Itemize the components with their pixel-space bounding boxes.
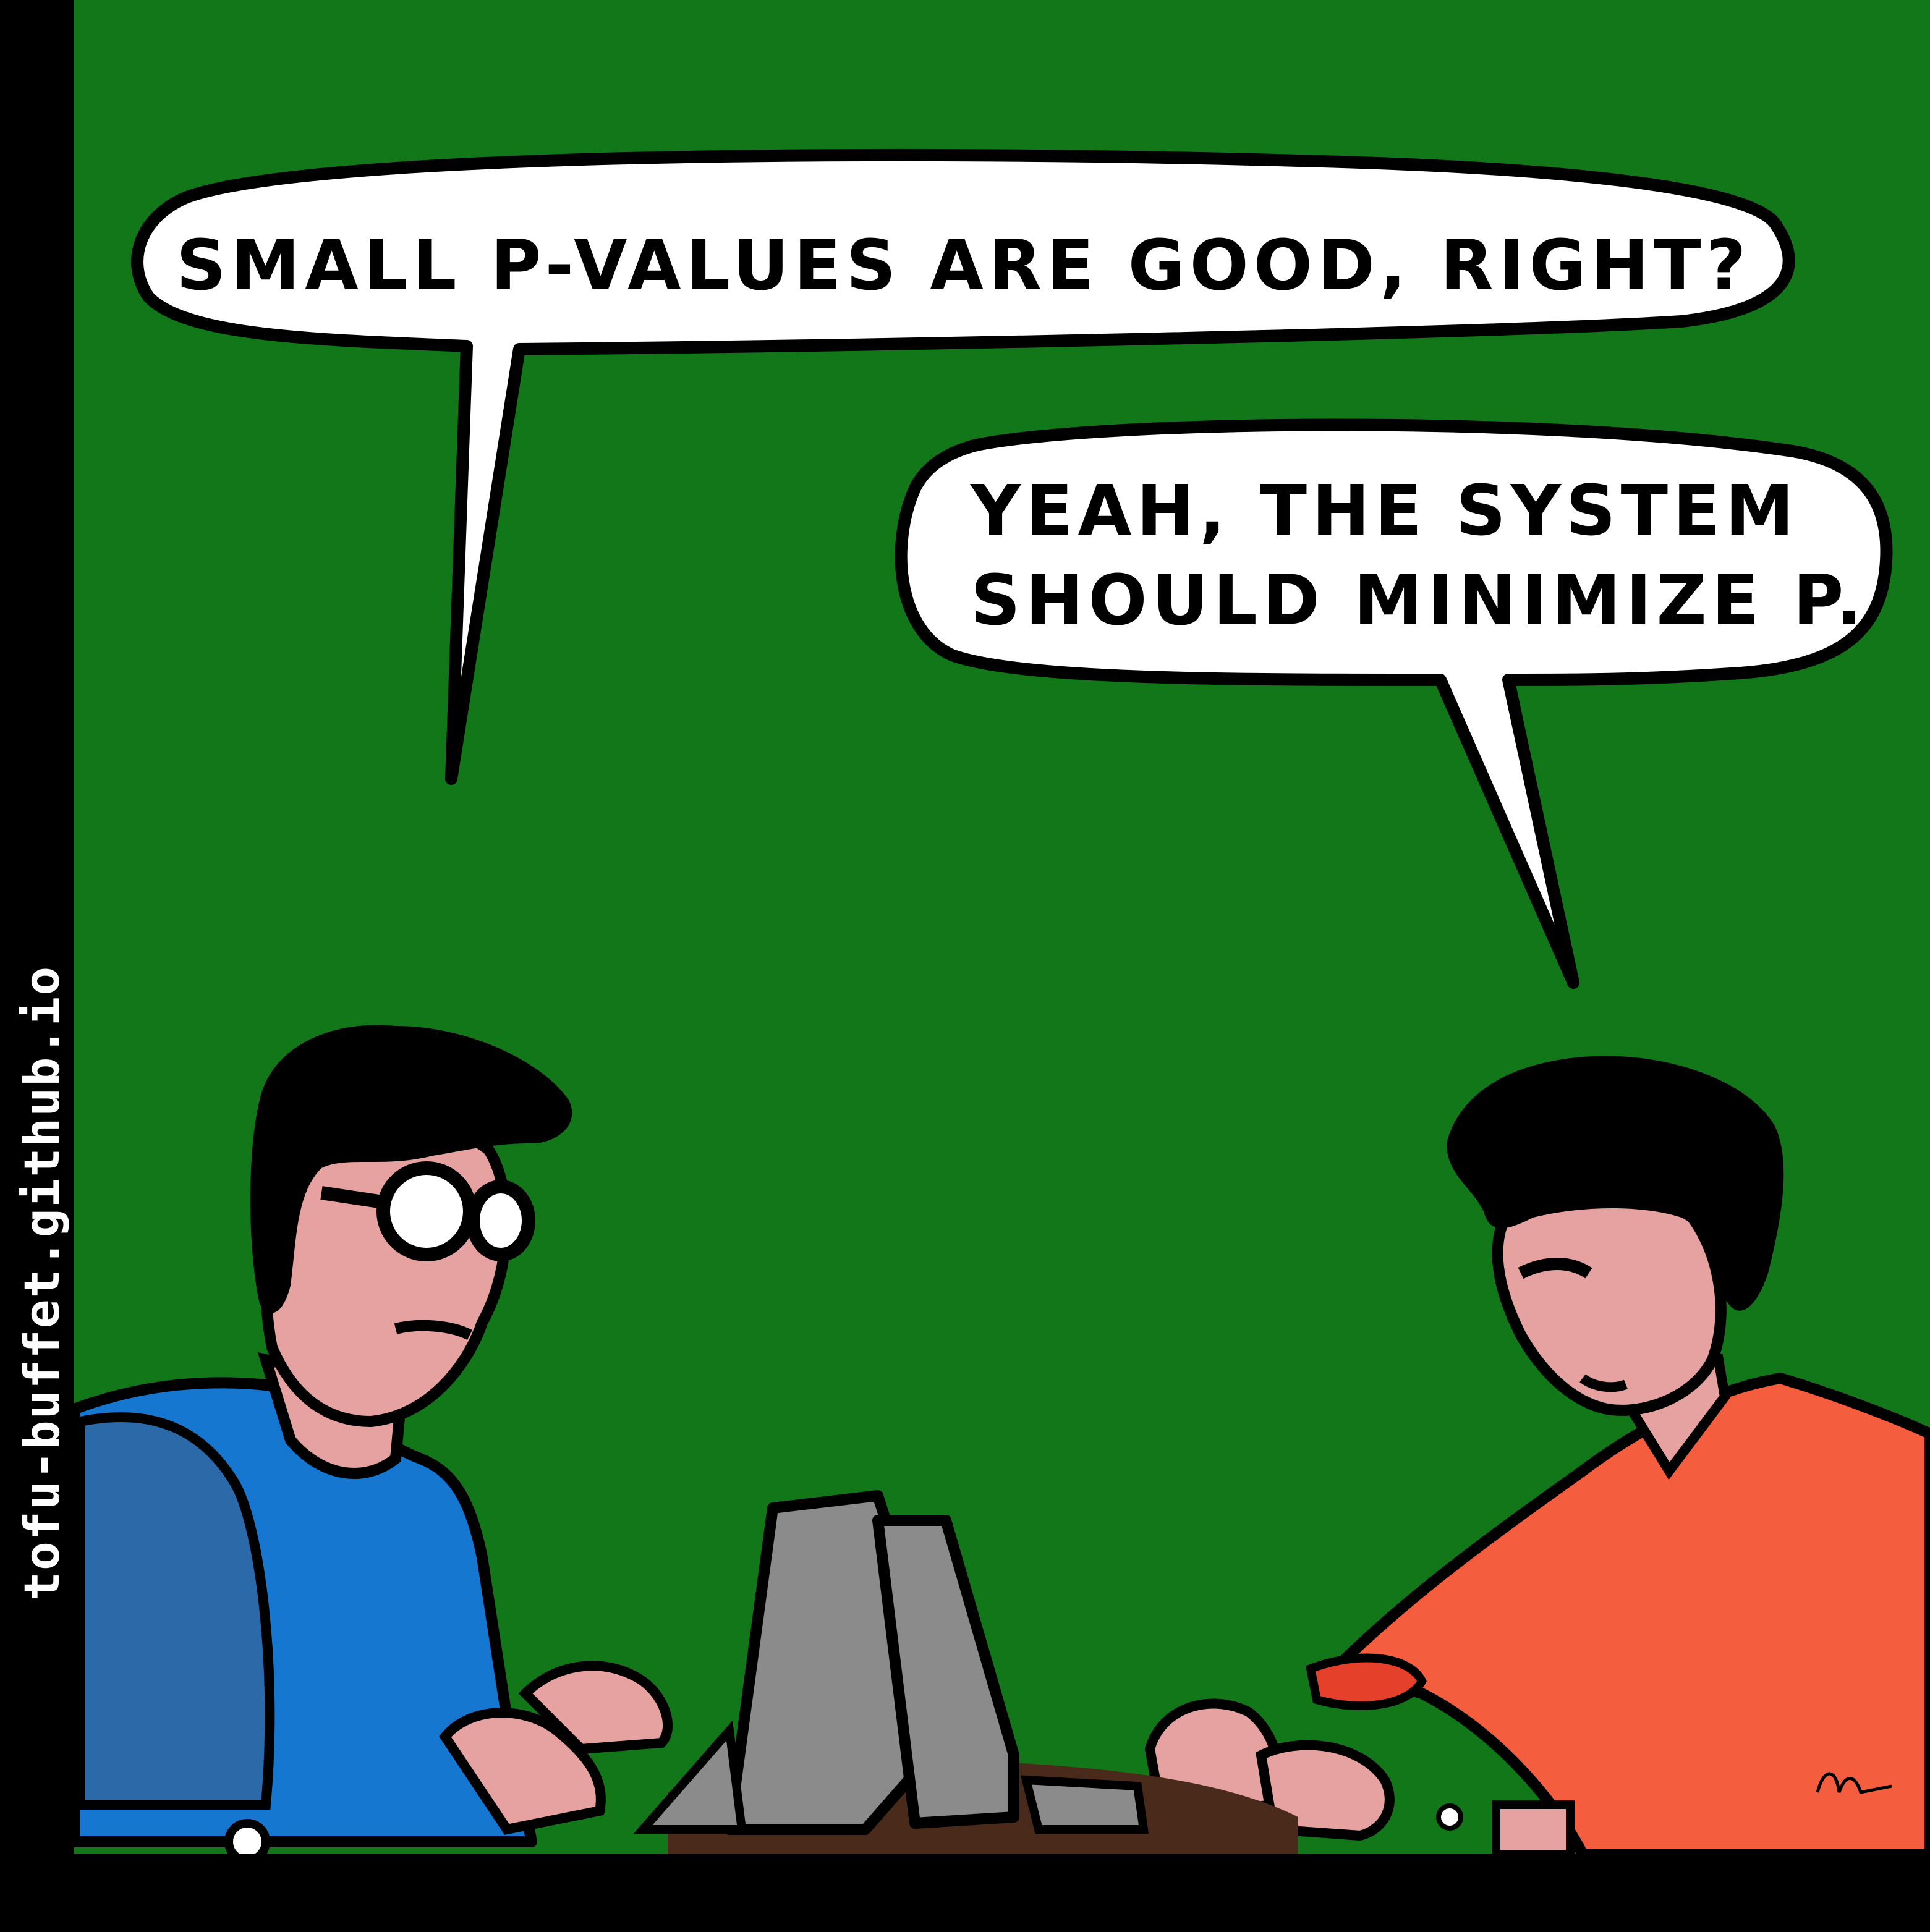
right-speech-bubble: YEAH, THE SYSTEM SHOULD MINIMIZE P. — [895, 418, 1893, 989]
right-sleeve-shade — [1305, 1653, 1427, 1710]
right-shirt — [1330, 1373, 1930, 1860]
right-laptop-screen — [872, 1515, 1019, 1829]
left-laptop-base — [633, 1720, 747, 1834]
right-laptop-base — [1020, 1775, 1149, 1834]
left-hand-fingers — [518, 1661, 673, 1755]
desk-and-laptops — [633, 1490, 1298, 1854]
right-eye — [1518, 1258, 1592, 1279]
left-mouth — [394, 1320, 473, 1341]
left-glasses-lens-1 — [376, 1161, 477, 1261]
right-wrist — [1492, 1800, 1575, 1858]
left-speech-text: SMALL P-VALUES ARE GOOD, RIGHT? — [176, 226, 1751, 306]
artist-signature — [1816, 1772, 1892, 1794]
right-speech-line2: SHOULD MINIMIZE P. — [971, 561, 1867, 641]
site-watermark: tofu-buffet.github.io — [9, 803, 70, 1607]
left-shirt-shade — [75, 1412, 275, 1810]
site-label-text: tofu-buffet.github.io — [15, 965, 70, 1601]
left-hair — [250, 1025, 572, 1313]
right-hand-right — [1256, 1740, 1395, 1841]
right-hair — [1447, 1056, 1784, 1311]
left-speech-bubble: SMALL P-VALUES ARE GOOD, RIGHT? — [131, 148, 1795, 785]
left-glasses-arm — [320, 1186, 385, 1209]
right-watch — [1436, 1803, 1463, 1831]
right-character — [1144, 1056, 1930, 1860]
bottom-border — [0, 1854, 1930, 1930]
left-character — [69, 1025, 673, 1865]
right-speech-line1: YEAH, THE SYSTEM — [969, 471, 1799, 551]
left-glasses-lens-2 — [466, 1180, 535, 1261]
right-mouth — [1579, 1374, 1628, 1392]
